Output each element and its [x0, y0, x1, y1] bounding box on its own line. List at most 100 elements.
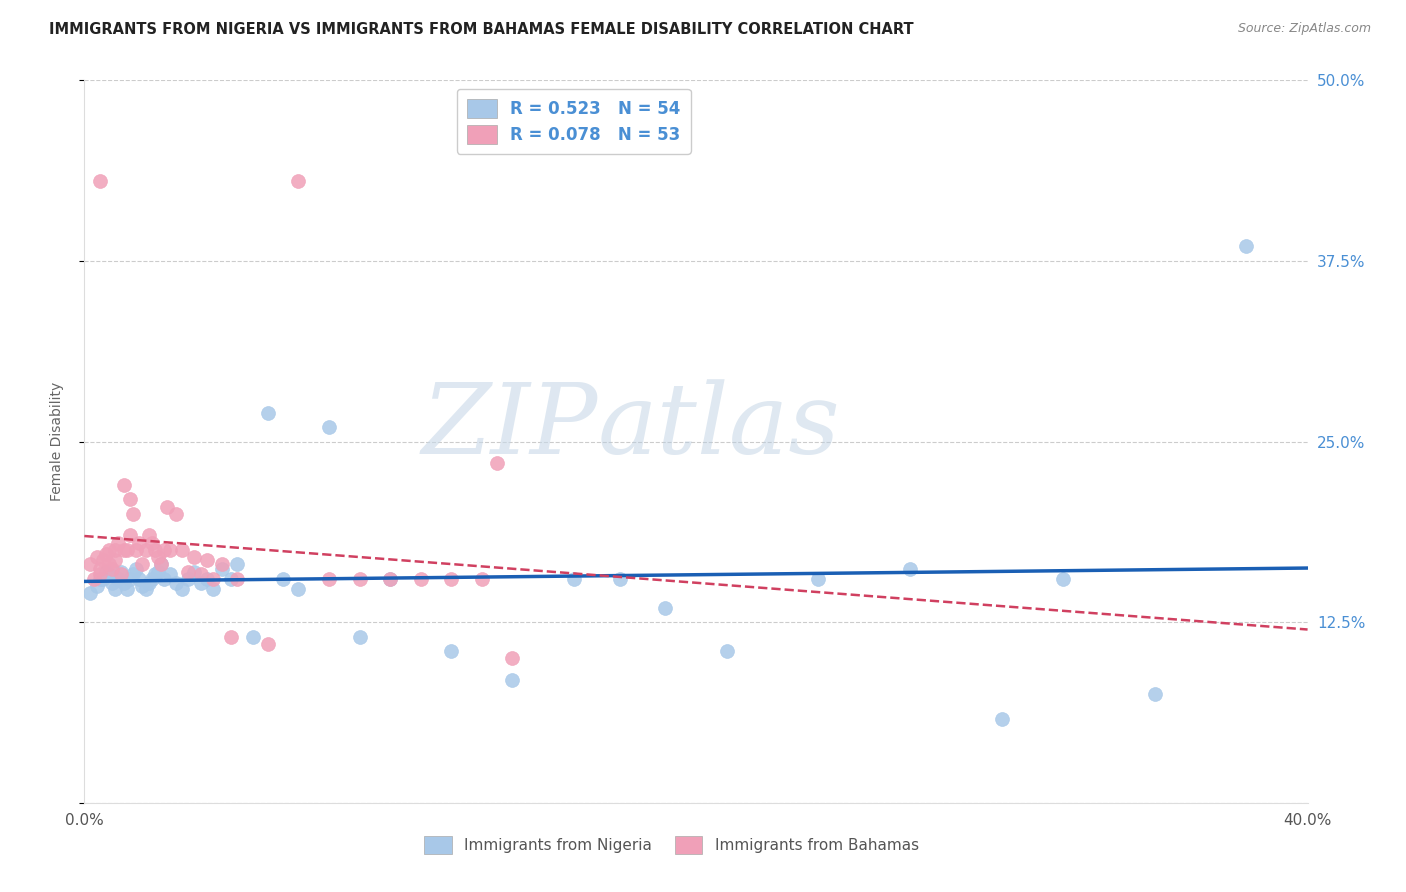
- Point: [146, 565, 169, 579]
- Point: [86, 579, 108, 593]
- Point: [318, 420, 340, 434]
- Point: [143, 542, 166, 557]
- Point: [654, 600, 676, 615]
- Point: [94, 547, 117, 561]
- Text: Source: ZipAtlas.com: Source: ZipAtlas.com: [1237, 22, 1371, 36]
- Point: [807, 572, 830, 586]
- Point: [110, 567, 132, 582]
- Point: [471, 572, 494, 586]
- Point: [211, 558, 233, 572]
- Point: [165, 576, 187, 591]
- Point: [138, 528, 160, 542]
- Point: [219, 572, 242, 586]
- Point: [110, 565, 132, 579]
- Point: [83, 572, 105, 586]
- Point: [502, 651, 524, 665]
- Point: [380, 572, 402, 586]
- Point: [107, 572, 129, 586]
- Point: [257, 637, 280, 651]
- Point: [115, 582, 138, 596]
- Point: [195, 553, 218, 567]
- Point: [409, 572, 432, 586]
- Point: [89, 572, 111, 586]
- Point: [991, 712, 1014, 726]
- Point: [219, 630, 242, 644]
- Point: [104, 553, 127, 567]
- Point: [143, 567, 166, 582]
- Point: [138, 576, 160, 591]
- Point: [131, 558, 153, 572]
- Point: [89, 562, 111, 576]
- Point: [898, 562, 921, 576]
- Point: [149, 558, 172, 572]
- Point: [112, 478, 135, 492]
- Point: [94, 565, 117, 579]
- Text: IMMIGRANTS FROM NIGERIA VS IMMIGRANTS FROM BAHAMAS FEMALE DISABILITY CORRELATION: IMMIGRANTS FROM NIGERIA VS IMMIGRANTS FR…: [49, 22, 914, 37]
- Point: [104, 582, 127, 596]
- Point: [716, 644, 738, 658]
- Point: [122, 567, 145, 582]
- Point: [101, 562, 124, 576]
- Point: [1052, 572, 1074, 586]
- Point: [1143, 687, 1166, 701]
- Point: [128, 535, 150, 549]
- Point: [89, 567, 111, 582]
- Point: [112, 542, 135, 557]
- Point: [1236, 239, 1258, 253]
- Point: [562, 572, 585, 586]
- Point: [201, 572, 224, 586]
- Point: [165, 507, 187, 521]
- Point: [502, 673, 524, 687]
- Point: [131, 579, 153, 593]
- Text: atlas: atlas: [598, 379, 841, 475]
- Point: [141, 535, 163, 549]
- Point: [242, 630, 264, 644]
- Point: [183, 565, 205, 579]
- Point: [125, 562, 148, 576]
- Point: [135, 582, 157, 596]
- Point: [97, 542, 120, 557]
- Point: [177, 565, 200, 579]
- Point: [190, 567, 212, 582]
- Point: [172, 542, 194, 557]
- Y-axis label: Female Disability: Female Disability: [49, 382, 63, 501]
- Point: [89, 174, 111, 188]
- Point: [79, 586, 101, 600]
- Point: [287, 582, 309, 596]
- Point: [135, 542, 157, 557]
- Point: [101, 576, 124, 591]
- Point: [440, 572, 463, 586]
- Point: [86, 550, 108, 565]
- Point: [183, 550, 205, 565]
- Point: [287, 174, 309, 188]
- Point: [172, 582, 194, 596]
- Point: [115, 542, 138, 557]
- Point: [201, 582, 224, 596]
- Point: [226, 572, 249, 586]
- Point: [146, 550, 169, 565]
- Point: [128, 572, 150, 586]
- Point: [120, 492, 142, 507]
- Point: [91, 572, 114, 586]
- Text: ZIP: ZIP: [422, 379, 598, 475]
- Point: [195, 572, 218, 586]
- Point: [211, 562, 233, 576]
- Point: [141, 572, 163, 586]
- Point: [440, 644, 463, 658]
- Point: [97, 567, 120, 582]
- Point: [104, 542, 127, 557]
- Point: [159, 567, 181, 582]
- Point: [177, 572, 200, 586]
- Point: [609, 572, 631, 586]
- Point: [226, 558, 249, 572]
- Point: [486, 456, 509, 470]
- Point: [91, 553, 114, 567]
- Point: [153, 572, 176, 586]
- Point: [122, 507, 145, 521]
- Legend: Immigrants from Nigeria, Immigrants from Bahamas: Immigrants from Nigeria, Immigrants from…: [418, 830, 925, 860]
- Point: [190, 576, 212, 591]
- Point: [97, 558, 120, 572]
- Point: [156, 500, 179, 514]
- Point: [120, 528, 142, 542]
- Point: [318, 572, 340, 586]
